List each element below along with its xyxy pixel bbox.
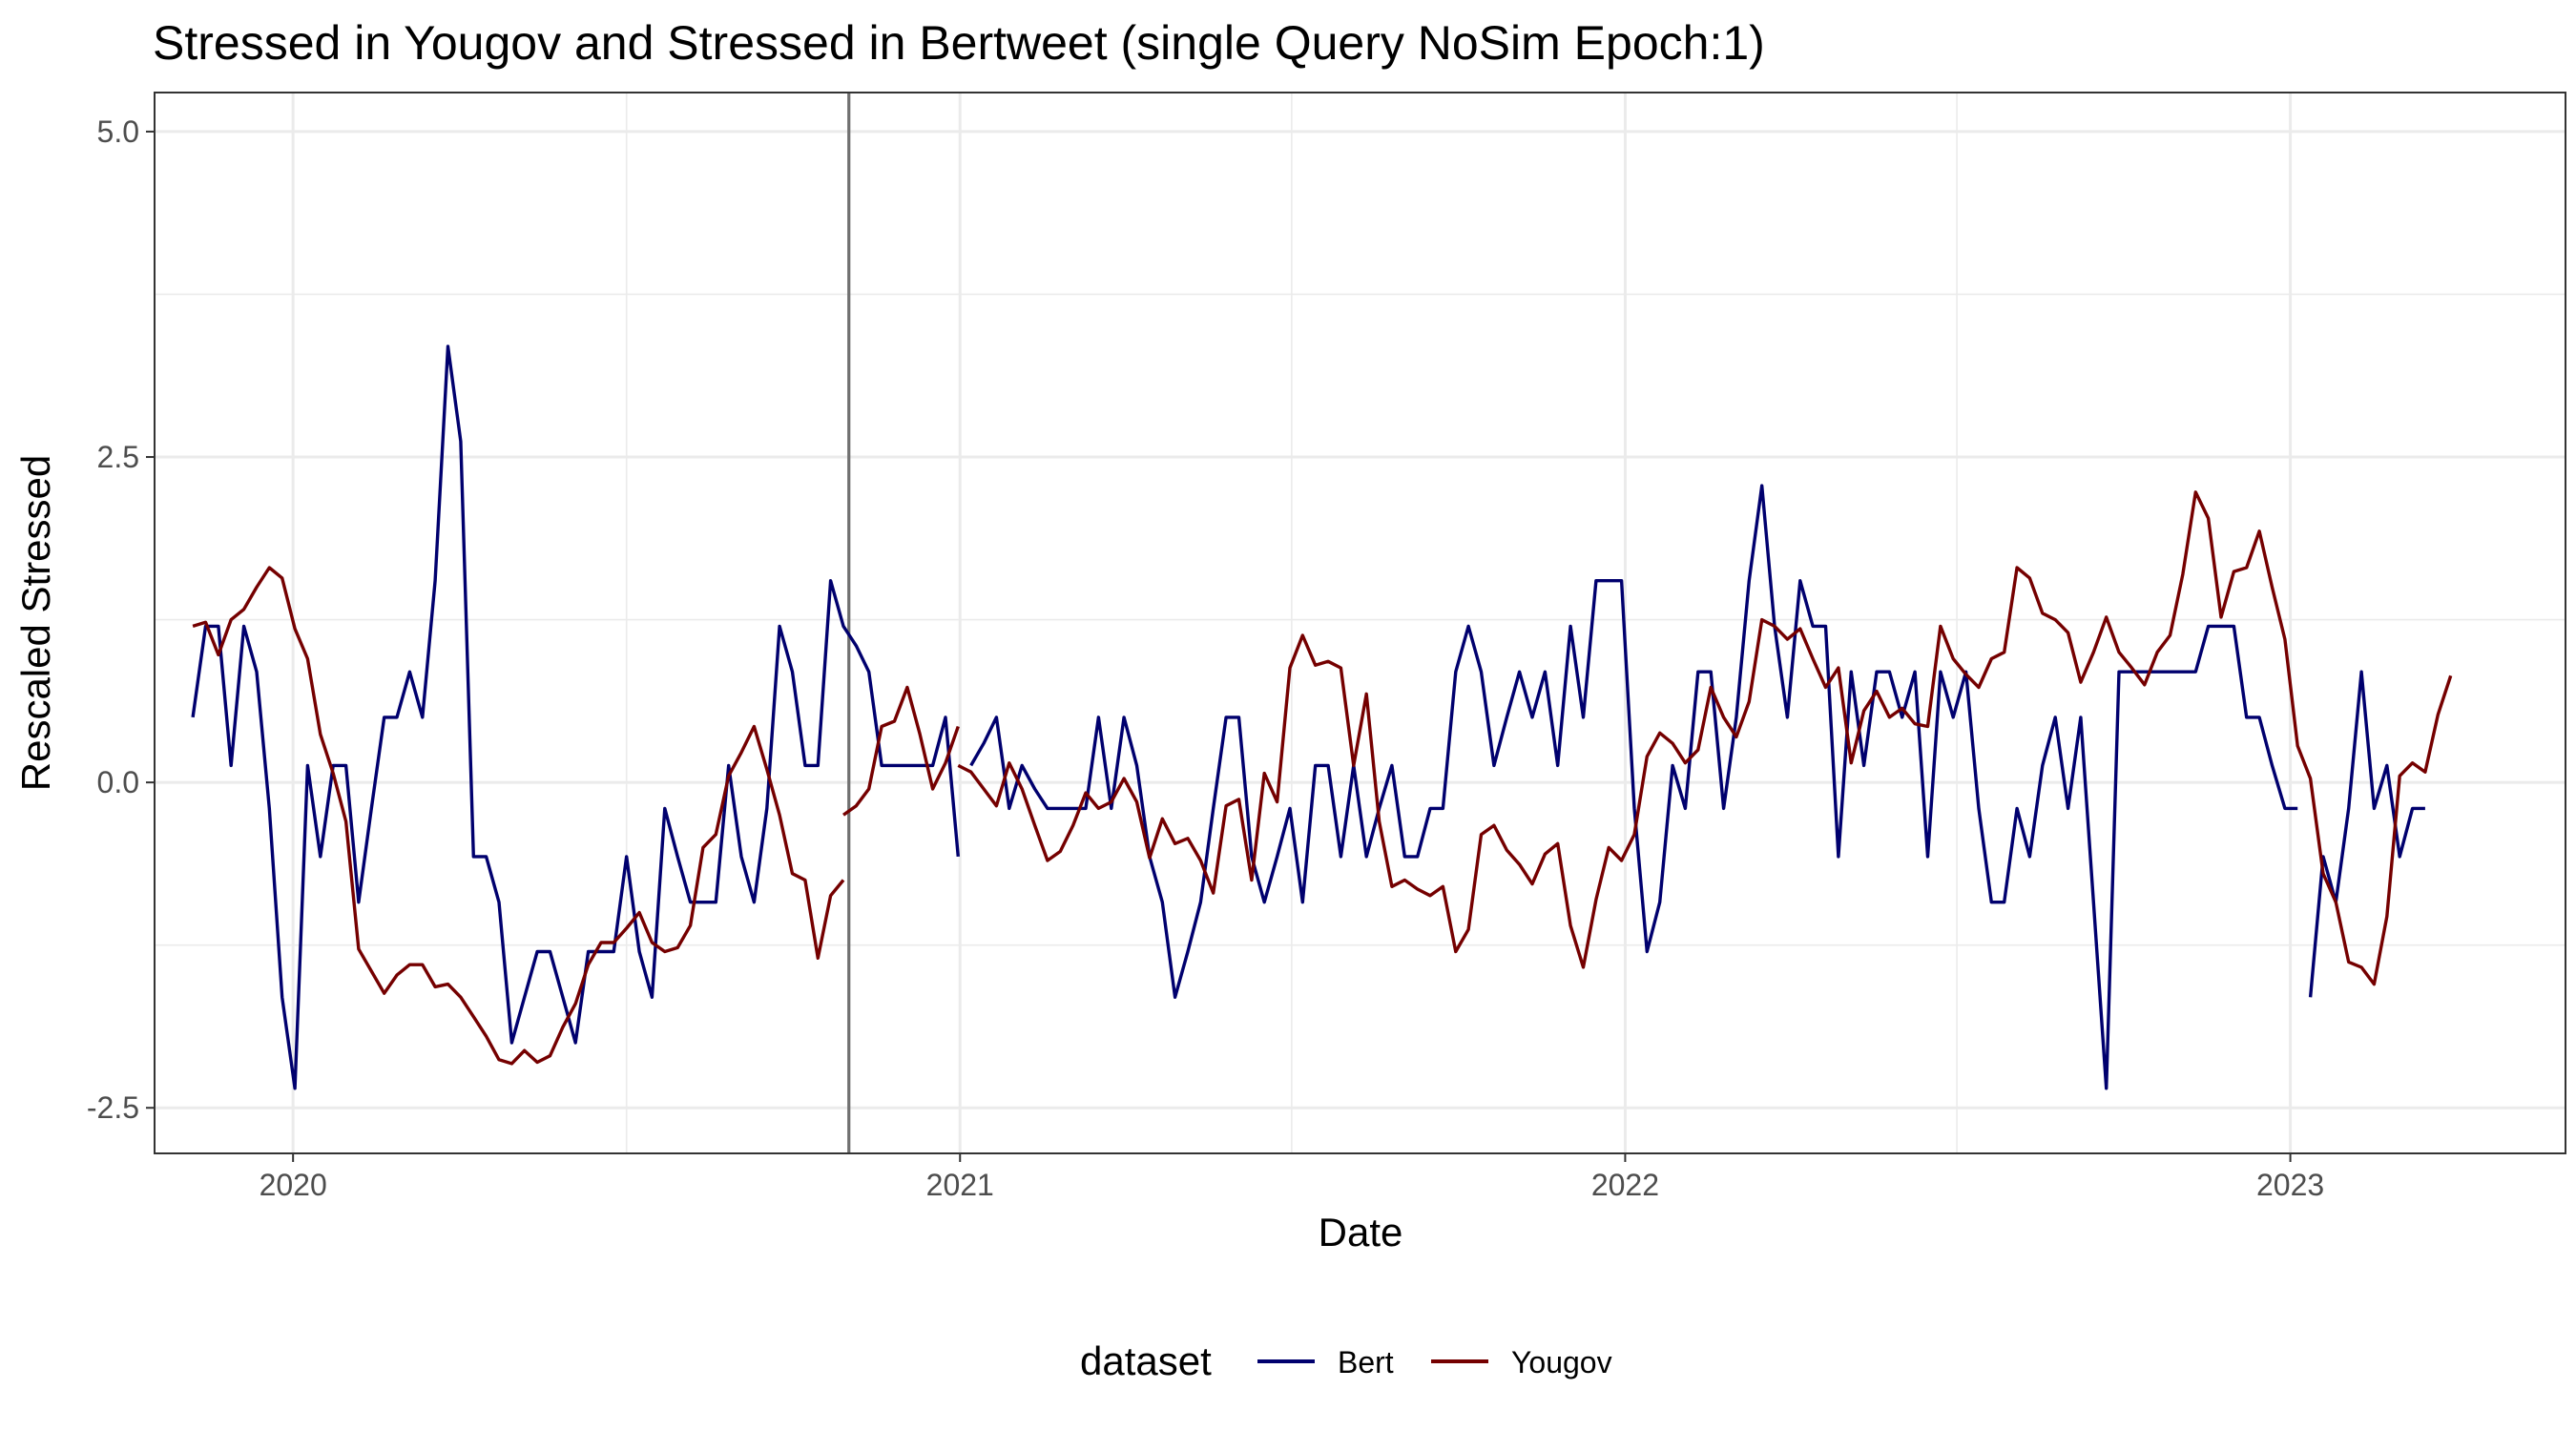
y-axis-title: Rescaled Stressed (13, 455, 58, 792)
x-tick-label: 2023 (2256, 1168, 2324, 1202)
x-tick-label: 2020 (260, 1168, 327, 1202)
chart-title: Stressed in Yougov and Stressed in Bertw… (153, 16, 1765, 70)
y-axis-ticks: -2.5 0.0 2.5 5.0 (87, 114, 155, 1125)
legend: dataset Bert Yougov (1080, 1338, 1612, 1383)
x-tick-label: 2022 (1591, 1168, 1659, 1202)
series-lines (191, 344, 2453, 1090)
series-line-yougov (192, 490, 2453, 1066)
series-line-bert (191, 344, 2425, 1090)
plot-panel (155, 93, 2566, 1153)
legend-title: dataset (1080, 1338, 1212, 1383)
legend-label-yougov: Yougov (1511, 1345, 1612, 1379)
y-tick-label: 2.5 (97, 440, 139, 474)
x-tick-label: 2021 (926, 1168, 994, 1202)
x-axis-title: Date (1319, 1210, 1403, 1255)
y-tick-label: -2.5 (87, 1090, 139, 1125)
minor-gridlines (155, 93, 2566, 1153)
plot-panel-border (154, 92, 2566, 1154)
y-tick-label: 5.0 (97, 114, 139, 149)
x-axis-ticks: 2020 2021 2022 2023 (260, 1153, 2324, 1202)
legend-label-bert: Bert (1338, 1345, 1394, 1379)
y-tick-label: 0.0 (97, 765, 139, 799)
